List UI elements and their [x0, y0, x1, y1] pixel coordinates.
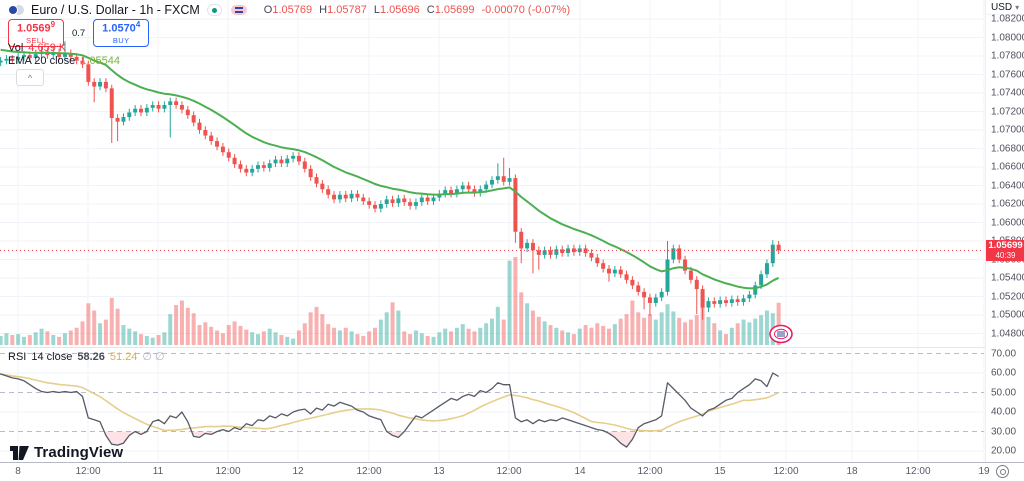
- currency-label: USD: [991, 1, 1013, 13]
- volume-legend-value: 4.659 K: [28, 42, 67, 54]
- open-key: O: [263, 4, 273, 16]
- rsi-tick-label: 70.00: [991, 348, 1017, 359]
- currency-dropdown[interactable]: USD ▾: [986, 0, 1024, 15]
- close-value: 1.05699: [434, 4, 475, 16]
- price-tick-label: 1.07800: [991, 50, 1024, 62]
- high-key: H: [319, 4, 328, 16]
- buy-button[interactable]: 1.05704 BUY: [93, 19, 150, 47]
- rsi-tick-label: 50.00: [991, 387, 1017, 398]
- time-tick-label: 14: [574, 466, 586, 477]
- close-key: C: [426, 4, 435, 16]
- time-tick-label: 12:00: [75, 466, 101, 477]
- time-tick-label: 12:00: [637, 466, 663, 477]
- rsi-legend-value: 58.26: [77, 351, 105, 363]
- last-price-badge: 1.05699 40:39: [986, 239, 1024, 261]
- price-tick-label: 1.06000: [991, 217, 1024, 228]
- sell-price-sup: 9: [50, 20, 56, 30]
- provider-badge-icon: [769, 324, 793, 344]
- data-provider-pill-icon[interactable]: [230, 5, 247, 15]
- tradingview-logo-text: TradingView: [34, 444, 124, 461]
- ema-legend-value: 1.05544: [80, 55, 121, 67]
- price-tick-label: 1.08200: [991, 13, 1024, 25]
- price-tick-label: 1.06200: [991, 198, 1024, 210]
- price-tick-label: 1.08000: [991, 32, 1024, 43]
- collapse-pane-button[interactable]: ^: [16, 69, 44, 86]
- market-open-status-icon[interactable]: [206, 4, 222, 16]
- sell-button[interactable]: 1.05699 SELL: [8, 19, 64, 47]
- rsi-ma-legend-value: 51.24: [109, 351, 138, 363]
- open-value: 1.05769: [272, 4, 313, 16]
- price-tick-label: 1.05400: [991, 272, 1024, 284]
- low-value: 1.05696: [379, 4, 420, 16]
- price-tick-label: 1.04800: [991, 328, 1024, 339]
- chart-canvas[interactable]: [0, 0, 985, 462]
- time-tick-label: 12: [292, 466, 304, 477]
- time-tick-label: 15: [714, 466, 726, 477]
- price-tick-label: 1.07600: [991, 69, 1024, 80]
- tradingview-logo[interactable]: TradingView: [10, 444, 123, 461]
- volume-legend[interactable]: Vol 4.659 K: [8, 42, 66, 54]
- symbol-pair-flags-icon: [8, 4, 24, 16]
- buy-label: BUY: [112, 36, 130, 46]
- time-tick-label: 11: [152, 466, 164, 477]
- rsi-tick-label: 60.00: [991, 367, 1017, 379]
- price-tick-label: 1.07200: [991, 106, 1024, 117]
- rsi-ma-line: [0, 373, 779, 432]
- time-tick-label: 12:00: [215, 466, 241, 477]
- time-axis[interactable]: 8 12:00 11 12:00 12 12:00 13 12:00 14 12:00 15 12:0…: [0, 462, 1024, 481]
- ema-legend-label: EMA 20 close: [8, 55, 76, 67]
- price-tick-label: 1.05000: [991, 309, 1024, 321]
- symbol-title[interactable]: Euro / U.S. Dollar - 1h - FXCM: [31, 3, 200, 17]
- last-price-value: 1.05699: [988, 239, 1023, 251]
- rsi-tick-label: 40.00: [991, 406, 1017, 418]
- time-tick-label: 12:00: [905, 466, 931, 477]
- buy-price-sup: 4: [135, 20, 141, 30]
- rsi-legend[interactable]: RSI 14 close 58.26 51.24 ∅ ∅: [8, 350, 165, 363]
- candles-layer: [0, 41, 781, 320]
- low-key: L: [373, 4, 380, 16]
- time-tick-label: 12:00: [356, 466, 382, 477]
- rsi-legend-empty-values: ∅ ∅: [142, 351, 165, 363]
- volume-legend-label: Vol: [8, 42, 24, 54]
- axis-settings-gear-icon[interactable]: [996, 465, 1009, 478]
- chevron-up-icon: ^: [27, 72, 33, 83]
- price-tick-label: 1.06600: [991, 161, 1024, 173]
- price-tick-label: 1.07400: [991, 87, 1024, 99]
- ema-legend[interactable]: EMA 20 close 1.05544: [8, 55, 120, 67]
- price-tick-label: 1.06800: [991, 143, 1024, 154]
- buy-price: 1.0570: [102, 23, 136, 36]
- rsi-legend-params: 14 close: [31, 351, 73, 363]
- tradingview-logo-icon: [10, 445, 29, 460]
- price-tick-label: 1.06400: [991, 180, 1024, 191]
- ohlc-readout: O1.05769 H1.05787 L1.05696 C1.05699 -0.0…: [264, 4, 570, 16]
- rsi-line: [0, 372, 779, 448]
- chevron-down-icon: ▾: [1015, 2, 1020, 12]
- trade-panel: 1.05699 SELL 0.7 1.05704 BUY: [8, 19, 150, 47]
- rsi-tick-label: 30.00: [991, 426, 1017, 437]
- price-tick-label: 1.07000: [991, 124, 1024, 136]
- time-tick-label: 19: [978, 466, 990, 477]
- bar-countdown: 40:39: [995, 250, 1016, 260]
- time-tick-label: 13: [433, 466, 445, 477]
- ema-line: [0, 48, 780, 290]
- rsi-tick-label: 20.00: [991, 445, 1017, 457]
- volume-bars-layer: [0, 257, 781, 345]
- time-tick-label: 12:00: [773, 466, 799, 477]
- price-tick-label: 1.05200: [991, 291, 1024, 302]
- price-axis[interactable]: USD ▾ 1.08200 1.08000 1.07800 1.07600 1.0740…: [985, 0, 1024, 462]
- spread-label: 0.7: [72, 27, 86, 39]
- header-bar: Euro / U.S. Dollar - 1h - FXCM O1.05769 …: [8, 3, 570, 17]
- rsi-oversold-fill: [0, 431, 779, 448]
- time-tick-label: 18: [846, 466, 858, 477]
- time-tick-label: 12:00: [496, 466, 522, 477]
- time-tick-label: 8: [15, 466, 21, 477]
- sell-label: SELL: [26, 36, 46, 46]
- rsi-legend-label: RSI: [8, 351, 27, 363]
- change-value: -0.00070 (-0.07%): [481, 4, 571, 16]
- rsi-band-lines: [0, 353, 984, 432]
- sell-price: 1.0569: [16, 23, 51, 36]
- high-value: 1.05787: [327, 4, 367, 16]
